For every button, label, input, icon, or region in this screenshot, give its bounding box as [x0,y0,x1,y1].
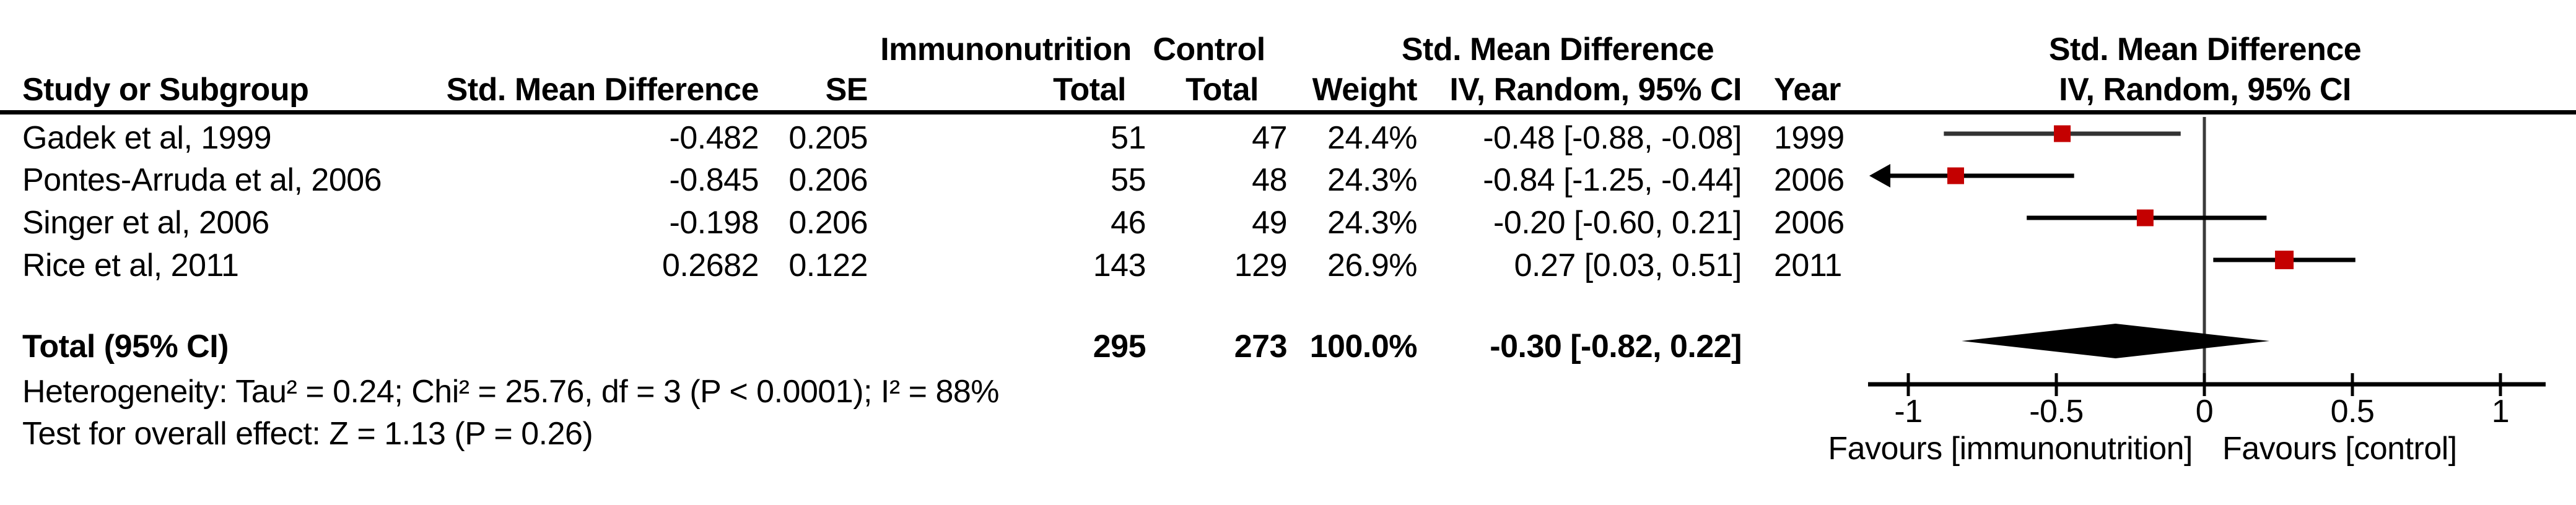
header-total-control: Total [1185,72,1259,108]
total-control-sum: 273 [1234,329,1288,365]
year-value: 2006 [1774,205,1845,241]
weight-value: 24.3% [1327,205,1417,241]
total-ci: -0.30 [-0.82, 0.22] [1490,329,1742,365]
year-value: 1999 [1774,120,1845,156]
se-value: 0.206 [788,162,868,198]
heterogeneity-stats: Heterogeneity: Tau² = 0.24; Chi² = 25.76… [22,374,1000,410]
total-immunonutrition-value: 46 [1111,205,1146,241]
effect-marker [2136,209,2154,227]
header-divider [0,110,2576,114]
total-control-value: 48 [1252,162,1287,198]
total-control-value: 47 [1252,120,1287,156]
header-group-control: Control [1153,32,1265,67]
smd-value: -0.845 [669,162,759,198]
header-plot-title: Std. Mean Difference [2048,32,2362,67]
axis-tick-label: 0 [2196,394,2213,429]
ci-value: -0.20 [-0.60, 0.21] [1493,205,1742,241]
smd-value: -0.198 [669,205,759,241]
header-group-immunonutrition: Immunonutrition [880,32,1132,67]
total-immunonutrition-sum: 295 [1093,329,1146,365]
weight-value: 24.4% [1327,120,1417,156]
year-value: 2006 [1774,162,1845,198]
pooled-effect-diamond [1962,324,2270,358]
weight-value: 24.3% [1327,162,1417,198]
header-smd-column-title: Std. Mean Difference [1401,32,1714,67]
study-name: Rice et al, 2011 [22,248,239,283]
header-weight: Weight [1312,72,1418,108]
header-year: Year [1774,72,1841,108]
xlabel-favours-control: Favours [control] [2222,431,2457,467]
total-control-value: 49 [1252,205,1287,241]
header-plot-subtitle: IV, Random, 95% CI [2059,72,2351,108]
ci-value: 0.27 [0.03, 0.51] [1514,248,1742,283]
header-smd: Std. Mean Difference [446,72,759,108]
axis-tick-label: -0.5 [2029,394,2084,429]
overall-effect-test: Test for overall effect: Z = 1.13 (P = 0… [22,416,593,452]
se-value: 0.206 [788,205,868,241]
year-value: 2011 [1774,248,1842,283]
header-se: SE [825,72,868,108]
weight-value: 26.9% [1327,248,1417,283]
total-immunonutrition-value: 55 [1111,162,1146,198]
header-total-immunonutrition: Total [1053,72,1126,108]
study-name: Pontes-Arruda et al, 2006 [22,162,382,198]
smd-value: -0.482 [669,120,759,156]
total-label: Total (95% CI) [22,329,229,365]
total-immunonutrition-value: 51 [1111,120,1146,156]
total-immunonutrition-value: 143 [1093,248,1146,283]
axis-tick-label: -1 [1894,394,1922,429]
effect-marker [1947,167,1964,184]
effect-marker [2275,251,2294,269]
xlabel-favours-immunonutrition: Favours [immunonutrition] [1828,431,2193,467]
smd-value: 0.2682 [661,248,759,283]
study-name: Gadek et al, 1999 [22,120,272,156]
header-study-or-subgroup: Study or Subgroup [22,72,309,108]
total-control-value: 129 [1234,248,1288,283]
total-weight: 100.0% [1309,329,1418,365]
ci-value: -0.84 [-1.25, -0.44] [1483,162,1742,198]
header-ci: IV, Random, 95% CI [1449,72,1742,108]
ci-value: -0.48 [-0.88, -0.08] [1483,120,1742,156]
effect-marker [2054,125,2071,142]
axis-tick-label: 1 [2492,394,2509,429]
axis-tick-label: 0.5 [2331,394,2375,429]
se-value: 0.122 [788,248,868,283]
study-name: Singer et al, 2006 [22,205,269,241]
se-value: 0.205 [788,120,868,156]
ci-clipped-arrow [1869,164,1890,188]
